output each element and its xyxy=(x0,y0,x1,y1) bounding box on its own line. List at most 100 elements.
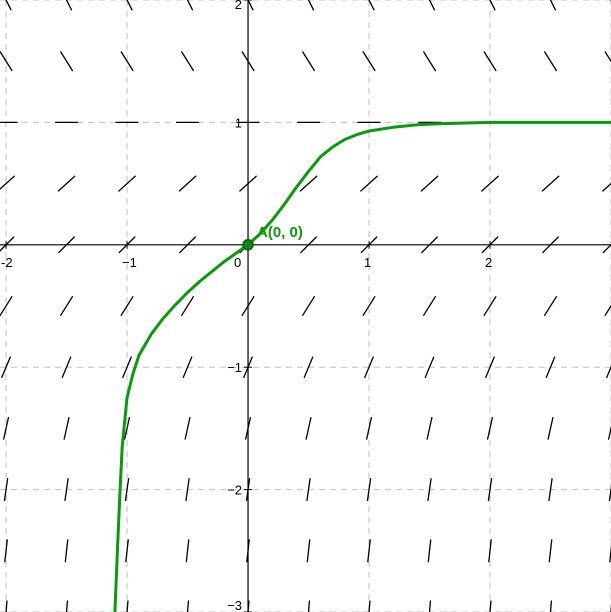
slope-segment xyxy=(0,175,15,190)
slope-segment xyxy=(185,539,190,563)
slope-segment xyxy=(489,0,496,11)
slope-segment xyxy=(122,356,132,379)
solution-curve-layer xyxy=(113,120,611,612)
slope-segment xyxy=(364,356,374,379)
slope-segment xyxy=(1,356,11,379)
slope-segment xyxy=(365,417,373,440)
slope-segment xyxy=(362,51,376,72)
slope-segment xyxy=(489,600,492,612)
slope-segment xyxy=(65,600,69,612)
slope-segment xyxy=(185,478,190,502)
slope-segment xyxy=(549,600,553,612)
slope-segment xyxy=(299,175,318,192)
slope-segment xyxy=(178,175,197,192)
slope-segment xyxy=(3,478,9,502)
slope-segment xyxy=(60,51,74,72)
slope-segment xyxy=(306,539,311,563)
slope-segment xyxy=(426,417,433,440)
slope-segment xyxy=(247,600,250,612)
solution-curve xyxy=(113,120,611,612)
slope-segment xyxy=(124,478,130,502)
slope-segment xyxy=(604,51,611,63)
slope-segment xyxy=(483,296,497,316)
slope-segment xyxy=(61,356,72,379)
slope-segment xyxy=(184,417,191,440)
slope-segment xyxy=(610,0,611,2)
slope-segment xyxy=(606,365,611,379)
slope-segment xyxy=(423,51,436,72)
slope-segment xyxy=(423,296,436,316)
x-tick-label: 2 xyxy=(485,255,492,270)
y-tick-label: 1 xyxy=(235,115,242,130)
y-tick-label: −3 xyxy=(227,598,242,612)
slope-segment xyxy=(366,478,372,502)
slope-segment xyxy=(604,304,611,316)
x-tick-label: -2 xyxy=(1,255,13,270)
slope-segment xyxy=(368,600,371,612)
slope-segment xyxy=(428,0,436,11)
slope-segment xyxy=(182,356,193,379)
slope-segment xyxy=(126,0,133,11)
slope-segment xyxy=(483,51,497,72)
slope-segment xyxy=(481,175,499,192)
slope-segment xyxy=(548,478,553,502)
slope-segment xyxy=(544,51,557,72)
slope-segment xyxy=(0,51,13,72)
slope-segment xyxy=(548,539,553,563)
slope-segment xyxy=(120,51,134,72)
slope-segment xyxy=(181,296,195,316)
slope-segment xyxy=(486,417,494,440)
slope-segment xyxy=(5,0,12,11)
tick-labels: -2 −1 0 1 2 −3 −2 −1 1 2 xyxy=(1,0,492,612)
slope-segment xyxy=(181,51,195,72)
slope-segment xyxy=(126,600,129,612)
slope-segment xyxy=(424,356,435,379)
slope-segment xyxy=(607,425,611,440)
slope-segment xyxy=(488,539,492,563)
slope-segment xyxy=(485,356,495,379)
slope-segment xyxy=(57,175,76,192)
slope-segment xyxy=(64,539,69,563)
slope-segment xyxy=(302,51,316,72)
slope-segment xyxy=(549,0,557,11)
slope-segment xyxy=(63,417,70,440)
slope-segment xyxy=(247,0,254,11)
slope-segment xyxy=(368,0,375,11)
slope-segment xyxy=(0,296,13,316)
x-tick-label: −1 xyxy=(122,255,137,270)
slope-segment xyxy=(602,243,611,254)
slope-segment xyxy=(487,478,493,502)
slope-segment xyxy=(602,182,611,192)
slope-segment xyxy=(545,356,556,379)
slope-segment xyxy=(307,0,315,11)
y-tick-label: 2 xyxy=(235,0,242,12)
point-layer: A(0, 0) xyxy=(242,224,303,251)
slope-segment xyxy=(118,175,136,192)
slope-segment xyxy=(4,539,8,563)
slope-segment xyxy=(427,539,432,563)
slope-segment xyxy=(60,296,74,316)
slope-segment xyxy=(609,544,611,563)
slope-segment xyxy=(547,417,554,440)
slope-segment xyxy=(65,0,73,11)
slope-segment xyxy=(302,296,316,316)
slope-segment xyxy=(305,417,312,440)
slope-segment xyxy=(124,417,131,440)
slope-segment xyxy=(367,539,371,563)
slope-segment xyxy=(428,600,432,612)
slope-segment xyxy=(306,478,311,502)
y-tick-label: −1 xyxy=(227,360,242,375)
slope-segment xyxy=(3,417,10,440)
slope-segment xyxy=(303,356,314,379)
slope-segment xyxy=(541,175,560,192)
slope-segment xyxy=(186,600,190,612)
slope-segment xyxy=(608,485,611,502)
x-tick-label: 1 xyxy=(364,255,371,270)
point-a-label: A(0, 0) xyxy=(257,224,303,241)
point-a-marker[interactable] xyxy=(242,239,254,251)
slope-segment xyxy=(427,478,432,502)
slope-segment xyxy=(307,600,311,612)
